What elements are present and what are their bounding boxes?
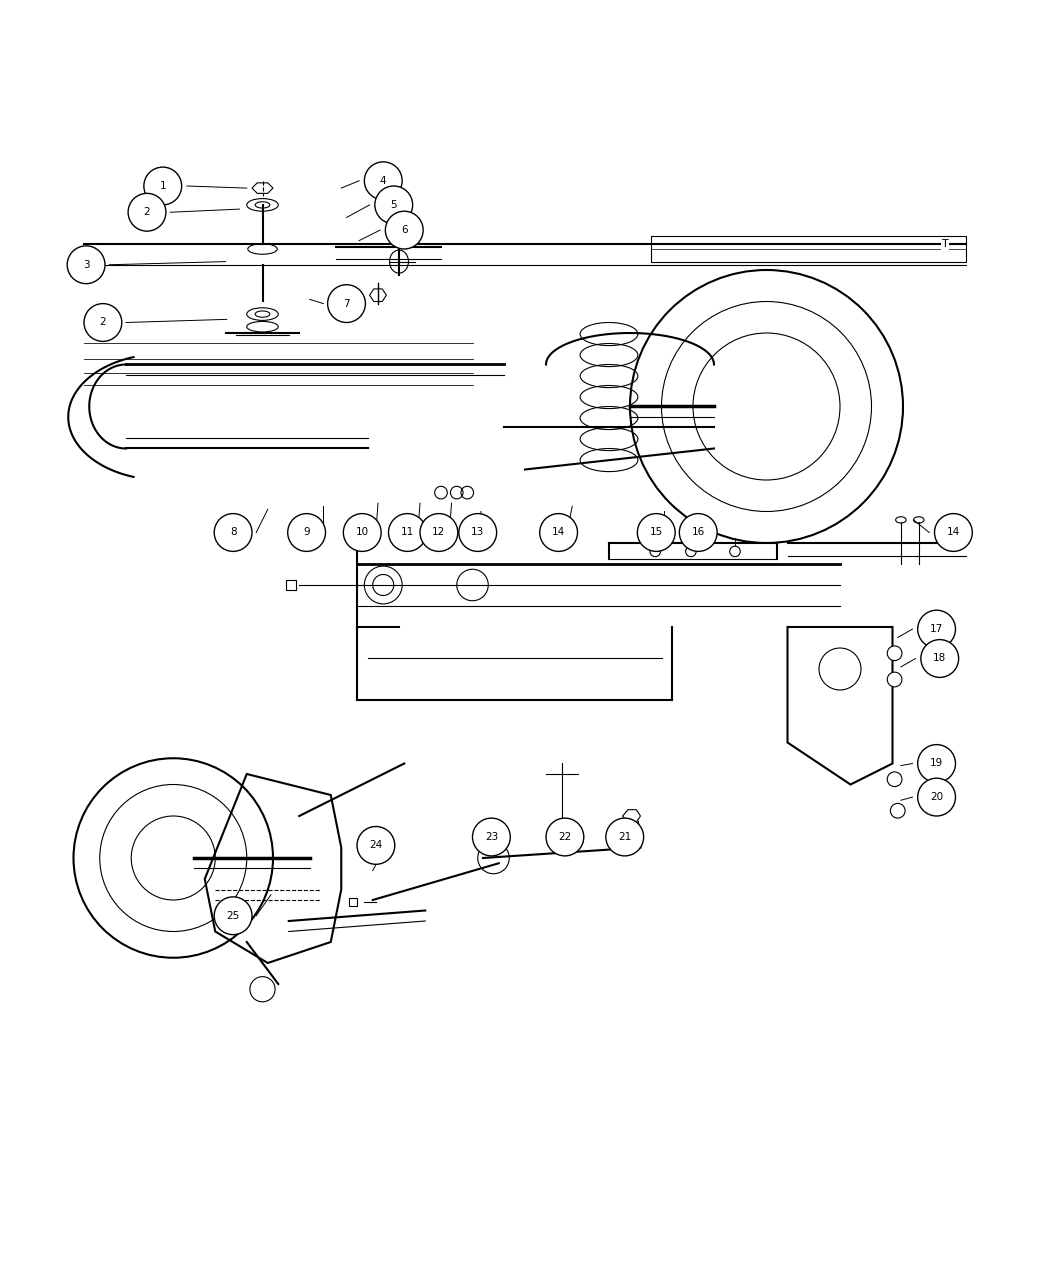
Circle shape	[214, 896, 252, 935]
Circle shape	[67, 246, 105, 283]
Text: 5: 5	[391, 200, 397, 210]
Text: 2: 2	[100, 317, 106, 328]
Text: 16: 16	[692, 528, 705, 538]
Circle shape	[918, 778, 956, 816]
Text: 18: 18	[933, 654, 946, 663]
Text: 20: 20	[930, 792, 943, 802]
Circle shape	[328, 284, 365, 323]
Text: 24: 24	[370, 840, 382, 850]
Text: 2: 2	[144, 208, 150, 217]
Text: 12: 12	[433, 528, 445, 538]
Circle shape	[918, 611, 956, 648]
Circle shape	[679, 514, 717, 551]
Circle shape	[887, 646, 902, 660]
Circle shape	[887, 771, 902, 787]
Text: 9: 9	[303, 528, 310, 538]
Circle shape	[84, 303, 122, 342]
Circle shape	[890, 803, 905, 819]
Circle shape	[606, 819, 644, 856]
Text: 19: 19	[930, 759, 943, 769]
Circle shape	[357, 826, 395, 864]
Circle shape	[128, 194, 166, 231]
Circle shape	[420, 514, 458, 551]
Circle shape	[459, 514, 497, 551]
Circle shape	[934, 514, 972, 551]
Text: 8: 8	[230, 528, 236, 538]
Circle shape	[918, 745, 956, 783]
Text: T: T	[942, 238, 948, 249]
Circle shape	[887, 672, 902, 687]
Text: 14: 14	[552, 528, 565, 538]
Text: 6: 6	[401, 226, 407, 235]
Text: 22: 22	[559, 833, 571, 842]
Text: 13: 13	[471, 528, 484, 538]
Text: 10: 10	[356, 528, 369, 538]
Text: 1: 1	[160, 181, 166, 191]
Circle shape	[637, 514, 675, 551]
Circle shape	[375, 186, 413, 224]
Text: 11: 11	[401, 528, 414, 538]
Circle shape	[388, 514, 426, 551]
Circle shape	[364, 162, 402, 200]
Text: 25: 25	[227, 910, 239, 921]
Text: 17: 17	[930, 623, 943, 634]
Text: 4: 4	[380, 176, 386, 186]
Circle shape	[288, 514, 326, 551]
Circle shape	[385, 212, 423, 249]
Text: 21: 21	[618, 833, 631, 842]
Circle shape	[144, 167, 182, 205]
Text: 23: 23	[485, 833, 498, 842]
Circle shape	[921, 640, 959, 677]
Circle shape	[214, 514, 252, 551]
Text: 7: 7	[343, 298, 350, 309]
Circle shape	[540, 514, 578, 551]
Circle shape	[472, 819, 510, 856]
Circle shape	[343, 514, 381, 551]
Circle shape	[546, 819, 584, 856]
Polygon shape	[286, 580, 296, 590]
Text: 3: 3	[83, 260, 89, 270]
Text: 15: 15	[650, 528, 663, 538]
Polygon shape	[349, 898, 357, 907]
Text: 14: 14	[947, 528, 960, 538]
